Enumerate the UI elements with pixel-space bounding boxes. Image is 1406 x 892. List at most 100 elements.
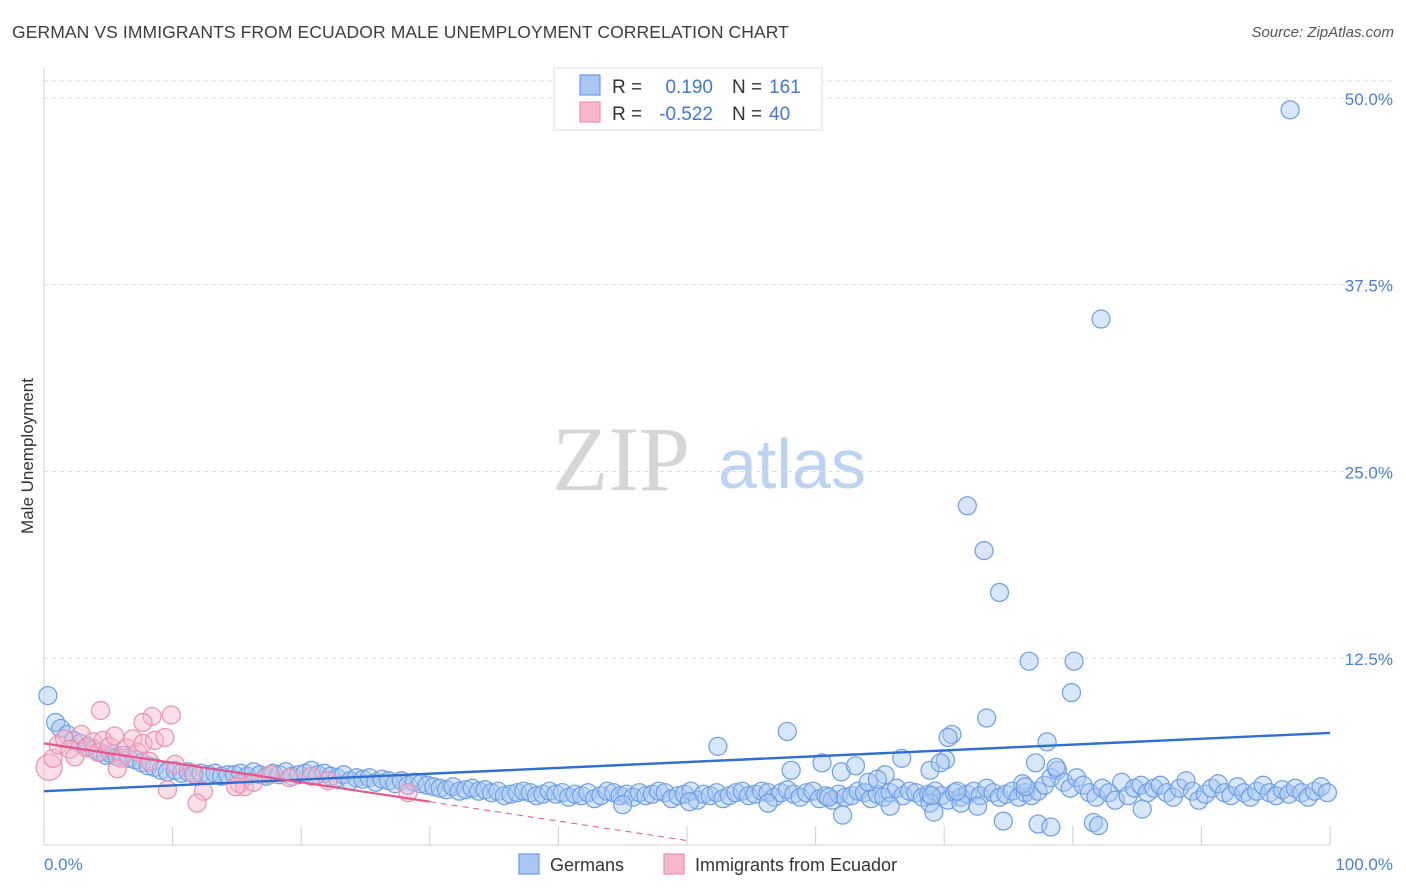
point-germans bbox=[1132, 799, 1152, 819]
y-tick-label: 37.5% bbox=[1345, 277, 1393, 296]
point-germans bbox=[892, 748, 912, 768]
point-ecuador bbox=[155, 727, 175, 748]
point-germans bbox=[831, 762, 851, 782]
point-germans bbox=[636, 786, 656, 806]
point-germans bbox=[1015, 777, 1035, 797]
point-ecuador bbox=[183, 763, 203, 783]
point-germans bbox=[989, 582, 1010, 603]
point-germans bbox=[1317, 783, 1338, 803]
legend: R = 0.190 N = 161 R = -0.522 N = 40 bbox=[553, 67, 823, 131]
point-germans bbox=[514, 781, 534, 801]
point-germans bbox=[1105, 790, 1125, 810]
legend-r-label-germans: R = bbox=[612, 77, 642, 98]
point-germans bbox=[867, 769, 887, 789]
legend-n-value-germans: 161 bbox=[769, 77, 801, 98]
point-germans bbox=[921, 786, 941, 806]
point-germans bbox=[1067, 768, 1087, 788]
point-germans bbox=[957, 496, 977, 516]
point-germans bbox=[1064, 651, 1084, 671]
point-germans bbox=[1088, 815, 1109, 836]
x-ticks bbox=[43, 826, 1331, 845]
legend-swatch-ecuador bbox=[579, 101, 601, 123]
point-ecuador bbox=[90, 700, 111, 721]
point-ecuador bbox=[133, 712, 153, 733]
point-germans bbox=[920, 760, 940, 780]
point-germans bbox=[1041, 817, 1061, 837]
point-germans bbox=[1150, 775, 1170, 795]
point-ecuador bbox=[133, 733, 153, 753]
point-ecuador bbox=[193, 781, 214, 801]
bottom-legend-ecuador: Immigrants from Ecuador bbox=[695, 855, 897, 875]
y-tick-label: 25.0% bbox=[1345, 463, 1393, 482]
y-tick-labels: 12.5% 25.0% 37.5% 50.0% bbox=[1345, 90, 1393, 669]
point-germans bbox=[1253, 775, 1273, 795]
gridlines bbox=[44, 80, 1393, 659]
point-germans bbox=[1280, 100, 1300, 120]
point-germans bbox=[1013, 774, 1033, 794]
point-germans bbox=[968, 796, 988, 816]
point-ecuador bbox=[226, 777, 246, 797]
point-germans bbox=[930, 753, 950, 773]
point-germans bbox=[977, 708, 997, 728]
point-ecuador bbox=[107, 759, 127, 779]
watermark-atlas: atlas bbox=[718, 425, 866, 503]
watermark: ZIP atlas bbox=[552, 408, 866, 510]
point-germans bbox=[812, 753, 832, 773]
point-germans bbox=[1034, 775, 1055, 795]
point-germans bbox=[1019, 651, 1039, 671]
y-axis-label: Male Unemployment bbox=[18, 378, 37, 534]
point-germans bbox=[1037, 732, 1057, 752]
point-germans bbox=[781, 760, 801, 780]
x-tick-label-max: 100.0% bbox=[1335, 855, 1393, 874]
point-germans bbox=[880, 796, 900, 816]
bottom-legend-germans: Germans bbox=[550, 855, 624, 875]
point-germans bbox=[1091, 309, 1111, 329]
point-germans bbox=[1073, 775, 1093, 795]
trend-line-ecuador bbox=[43, 742, 430, 803]
point-germans bbox=[777, 721, 797, 742]
point-germans bbox=[924, 802, 944, 822]
point-germans bbox=[974, 541, 994, 561]
point-germans bbox=[668, 786, 688, 806]
point-germans bbox=[1099, 783, 1119, 803]
point-ecuador bbox=[280, 768, 300, 788]
point-germans bbox=[818, 787, 839, 807]
y-tick-label: 12.5% bbox=[1345, 650, 1393, 669]
point-germans bbox=[1083, 812, 1103, 833]
point-germans bbox=[613, 795, 633, 815]
point-ecuador bbox=[157, 780, 178, 800]
legend-r-value-germans: 0.190 bbox=[665, 77, 713, 98]
legend-n-label-germans: N = bbox=[732, 77, 762, 98]
point-germans bbox=[1025, 753, 1046, 773]
legend-swatch-germans bbox=[579, 74, 601, 96]
legend-r-label-ecuador: R = bbox=[612, 104, 642, 125]
point-germans bbox=[597, 781, 617, 801]
point-germans bbox=[951, 793, 971, 813]
point-germans bbox=[1061, 682, 1082, 703]
legend-n-value-ecuador: 40 bbox=[769, 104, 790, 125]
series-ecuador bbox=[35, 700, 418, 813]
chart-title: GERMAN VS IMMIGRANTS FROM ECUADOR MALE U… bbox=[12, 22, 789, 42]
source-label: Source: ZipAtlas.com bbox=[1251, 24, 1394, 41]
point-germans bbox=[938, 727, 958, 748]
legend-n-label-ecuador: N = bbox=[732, 104, 762, 125]
watermark-zip: ZIP bbox=[552, 408, 690, 510]
point-germans bbox=[758, 793, 778, 813]
point-germans bbox=[993, 811, 1013, 831]
point-germans bbox=[708, 736, 728, 756]
point-ecuador bbox=[99, 736, 120, 756]
point-germans bbox=[739, 786, 759, 806]
point-germans bbox=[833, 805, 853, 825]
point-germans bbox=[526, 786, 547, 806]
point-ecuador bbox=[187, 793, 207, 813]
point-germans bbox=[845, 756, 866, 776]
point-germans bbox=[45, 712, 66, 733]
point-germans bbox=[1041, 768, 1061, 788]
trend-lines bbox=[43, 731, 1331, 842]
point-germans bbox=[1118, 786, 1138, 806]
x-tick-label-min: 0.0% bbox=[44, 855, 83, 874]
point-ecuador bbox=[35, 753, 63, 781]
bottom-legend: Germans Immigrants from Ecuador bbox=[518, 853, 897, 875]
point-ecuador bbox=[161, 705, 181, 725]
